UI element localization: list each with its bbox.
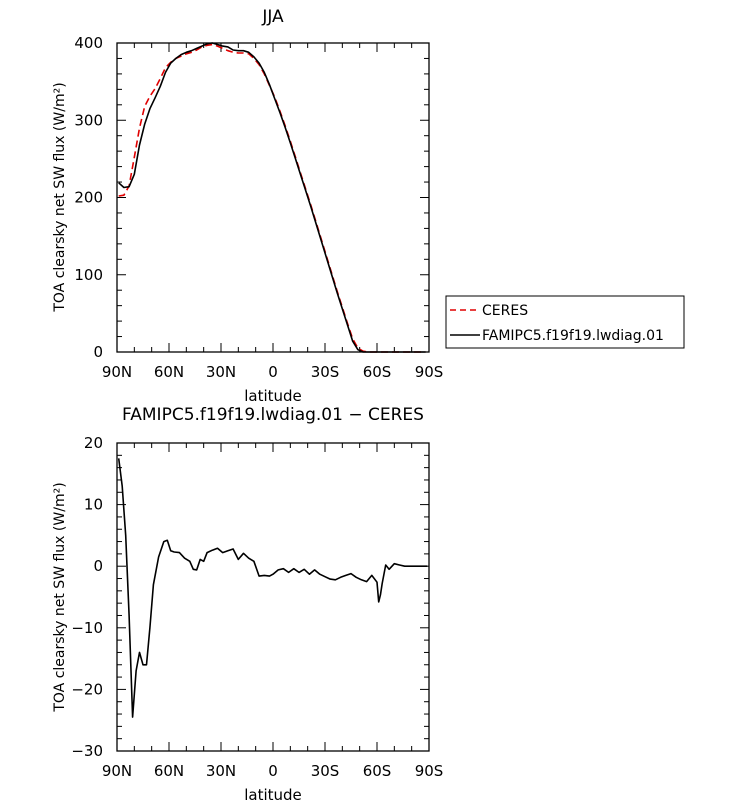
top-x-tick-label: 60S <box>363 363 392 381</box>
top-y-tick-label: 200 <box>74 189 103 207</box>
bottom-x-tick-label: 90N <box>102 762 132 780</box>
top-plot-frame <box>116 42 430 353</box>
top-y-axis-label: TOA clearsky net SW flux (W/m²) <box>52 82 68 312</box>
bottom-series-line-0 <box>117 458 428 718</box>
bottom-y-tick-label: 0 <box>93 557 103 575</box>
bottom-y-tick-label: −30 <box>71 742 103 760</box>
legend-ceres-label: CERES <box>482 303 528 319</box>
top-panel: JJA 90N 60N 30N 0 30S 60S 90S 0 100 200 300 400 lat… <box>52 7 443 405</box>
bottom-series <box>117 458 428 718</box>
top-series <box>118 42 426 353</box>
bottom-y-tick-label: −10 <box>71 619 103 637</box>
top-x-tick-label: 90N <box>102 363 132 381</box>
bottom-x-tick-label: 60N <box>154 762 184 780</box>
bottom-x-tick-label: 30S <box>311 762 340 780</box>
top-x-axis-label: latitude <box>244 387 302 405</box>
top-x-tick-label: 90S <box>415 363 444 381</box>
legend-model-label: FAMIPC5.f19f19.lwdiag.01 <box>482 328 664 344</box>
bottom-panel: FAMIPC5.f19f19.lwdiag.01 − CERES 90N 60N 3… <box>52 405 443 804</box>
bottom-ticks: 90N 60N 30N 0 30S 60S 90S −30 −20 −10 0 10 20 <box>71 434 443 780</box>
bottom-plot-frame <box>116 442 430 752</box>
legend-box <box>445 295 685 349</box>
bottom-title: FAMIPC5.f19f19.lwdiag.01 − CERES <box>122 405 424 425</box>
bottom-x-tick-label: 60S <box>363 762 392 780</box>
legend: CERES FAMIPC5.f19f19.lwdiag.01 <box>445 295 685 349</box>
top-y-tick-label: 300 <box>74 111 103 129</box>
top-x-tick-label: 60N <box>154 363 184 381</box>
bottom-y-tick-label: 20 <box>84 434 103 452</box>
bottom-x-tick-label: 0 <box>268 762 278 780</box>
bottom-y-tick-label: 10 <box>84 496 103 514</box>
top-y-tick-label: 0 <box>93 343 103 361</box>
top-y-tick-label: 100 <box>74 266 103 284</box>
bottom-x-tick-label: 30N <box>206 762 236 780</box>
top-x-tick-label: 30S <box>311 363 340 381</box>
top-x-tick-label: 0 <box>268 363 278 381</box>
top-title: JJA <box>261 7 284 27</box>
top-ticks: 90N 60N 30N 0 30S 60S 90S 0 100 200 300 400 <box>74 34 443 381</box>
top-y-tick-label: 400 <box>74 34 103 52</box>
bottom-y-tick-label: −20 <box>71 680 103 698</box>
bottom-y-axis-label: TOA clearsky net SW flux (W/m²) <box>52 482 68 712</box>
bottom-x-tick-label: 90S <box>415 762 444 780</box>
top-x-tick-label: 30N <box>206 363 236 381</box>
bottom-x-axis-label: latitude <box>244 786 302 804</box>
